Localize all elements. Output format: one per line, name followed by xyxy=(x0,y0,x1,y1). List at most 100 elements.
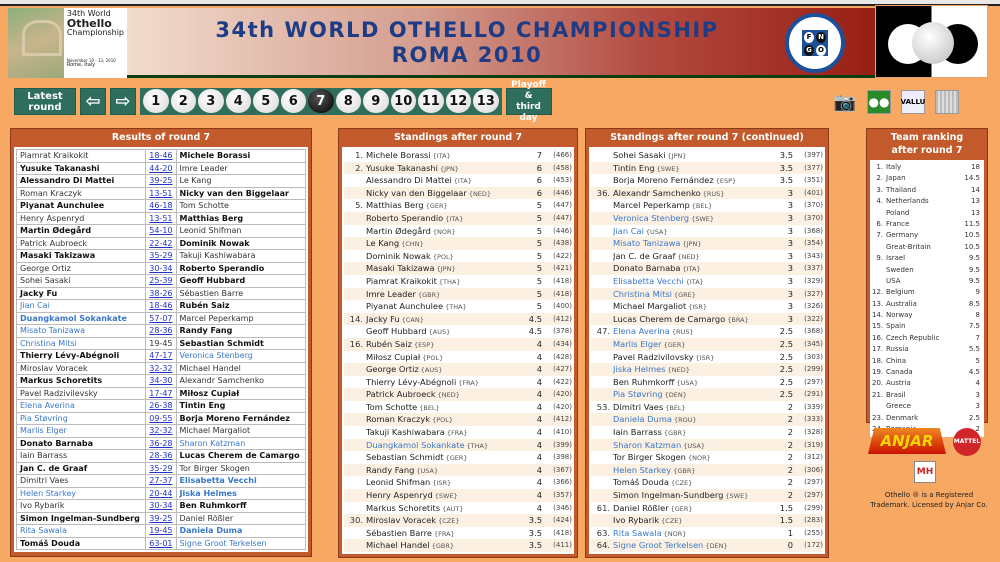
team-points: 8 xyxy=(975,311,980,320)
round-12-button[interactable]: 12 xyxy=(445,89,471,113)
tiebreak: (357) xyxy=(553,491,572,500)
game-score-link[interactable]: 35-29 xyxy=(149,251,173,261)
player: Pia Støvring {DEN} xyxy=(613,388,773,401)
team-points: 9.5 xyxy=(968,265,980,274)
left-arrow-icon: ⇦ xyxy=(85,91,101,112)
round-11-button[interactable]: 11 xyxy=(418,89,444,113)
game-score-link[interactable]: 34-30 xyxy=(149,376,173,386)
country-code: {USA} xyxy=(416,466,439,475)
team-row: 23. Denmark 2.5 xyxy=(872,413,982,424)
player-name: Imre Leader xyxy=(366,288,416,299)
game-score-link[interactable]: 27-37 xyxy=(149,476,173,486)
game-score-link[interactable]: 22-42 xyxy=(149,238,173,248)
game-score-link[interactable]: 13-51 xyxy=(149,188,173,198)
round-13-button[interactable]: 13 xyxy=(473,89,499,113)
game-score-link[interactable]: 39-25 xyxy=(149,176,173,186)
points: 1 xyxy=(787,527,793,538)
standing-row: Lucas Cherem de Camargo {BRA} 3 (322) xyxy=(591,312,823,326)
game-score-link[interactable]: 30-34 xyxy=(149,501,173,511)
playoff-button[interactable]: Playoff & third day xyxy=(505,80,552,123)
game-score-link[interactable]: 09-55 xyxy=(149,413,173,423)
result-row: Henry Aspenryd 13-51 Matthias Berg xyxy=(15,211,306,225)
game-score-link[interactable]: 57-07 xyxy=(149,313,173,323)
black-player: Elisabetta Vecchi xyxy=(175,474,306,488)
standing-row: 64. Signe Groot Terkelsen {DEN} 0 (172) xyxy=(591,539,823,552)
standing-row: Pavel Radzivilovsky {ISR} 2.5 (303) xyxy=(591,351,823,364)
country-code: {CZE} xyxy=(670,479,693,488)
webcam-icon[interactable]: 📷 xyxy=(833,91,857,113)
next-round-button[interactable]: ⇨ xyxy=(110,88,136,115)
game-score-link[interactable]: 32-32 xyxy=(149,426,173,436)
game-score-link[interactable]: 19-45 xyxy=(149,526,173,536)
round-10-button[interactable]: 10 xyxy=(390,89,416,113)
game-score-link[interactable]: 54-10 xyxy=(149,226,173,236)
game-score-link[interactable]: 25-39 xyxy=(149,276,173,286)
game-score-link[interactable]: 32-32 xyxy=(149,363,173,373)
game-score-link[interactable]: 46-18 xyxy=(149,201,173,211)
game-score-link[interactable]: 28-36 xyxy=(149,451,173,461)
game-score-link[interactable]: 26-38 xyxy=(149,401,173,411)
round-7-button[interactable]: 7 xyxy=(308,89,334,113)
previous-round-button[interactable]: ⇦ xyxy=(80,88,106,115)
player: Rita Sawala {NOR} xyxy=(613,527,773,540)
tiebreak: (377) xyxy=(804,163,823,172)
game-score-link[interactable]: 36-28 xyxy=(149,438,173,448)
standing-row: Nicky van den Biggelaar {NED} 6 (446) xyxy=(344,186,572,200)
player-name: Henry Aspenryd xyxy=(366,490,433,501)
game-score-link[interactable]: 17-47 xyxy=(149,388,173,398)
tiebreak: (172) xyxy=(804,541,823,550)
player-name: Jacky Fu xyxy=(366,313,400,324)
country-code: {POL} xyxy=(432,252,454,261)
game-score-link[interactable]: 30-34 xyxy=(149,263,173,273)
round-6-button[interactable]: 6 xyxy=(280,89,306,113)
team-points: 11.5 xyxy=(964,219,980,228)
tiebreak: (297) xyxy=(804,491,823,500)
game-score-link[interactable]: 28-36 xyxy=(149,326,173,336)
game-score-link[interactable]: 63-01 xyxy=(149,538,173,548)
game-score-link[interactable]: 38-26 xyxy=(149,288,173,298)
points: 6 xyxy=(536,175,542,186)
tiebreak: (370) xyxy=(804,201,823,210)
round-8-button[interactable]: 8 xyxy=(335,89,361,113)
team-country: Australia xyxy=(886,299,917,308)
live-board-icon[interactable]: ●● xyxy=(867,90,891,114)
round-4-button[interactable]: 4 xyxy=(225,89,251,113)
game-score-link[interactable]: 35-29 xyxy=(149,463,173,473)
game-score-link[interactable]: 18-46 xyxy=(149,301,173,311)
latest-round-button[interactable]: Latest round xyxy=(14,88,76,115)
points: 3.5 xyxy=(528,515,542,526)
standing-row: Patrick Aubroeck {NED} 4 (420) xyxy=(344,388,572,401)
grid-board-icon[interactable] xyxy=(935,90,959,114)
team-row: 4. Netherlands 13 xyxy=(872,196,982,207)
round-2-button[interactable]: 2 xyxy=(170,89,196,113)
player-name: Yusuke Takanashi xyxy=(366,162,438,173)
player-name: Michael Handel xyxy=(366,540,430,551)
player: Masaki Takizawa {JPN} xyxy=(366,262,522,275)
points: 5 xyxy=(536,275,542,286)
points: 4.5 xyxy=(528,313,542,324)
game-score-link[interactable]: 18-46 xyxy=(149,151,173,161)
round-5-button[interactable]: 5 xyxy=(253,89,279,113)
country-code: {GER} xyxy=(425,202,448,211)
white-player: Dimitri Vaes xyxy=(15,474,147,488)
round-9-button[interactable]: 9 xyxy=(363,89,389,113)
standing-row: 14. Jacky Fu {CAN} 4.5 (412) xyxy=(344,312,572,326)
game-score-link[interactable]: 47-17 xyxy=(149,351,173,361)
game-score-link[interactable]: 44-20 xyxy=(149,163,173,173)
score-board-icon[interactable]: VALLU xyxy=(901,90,925,114)
white-player: Yusuke Takanashi xyxy=(15,161,147,175)
game-score-link[interactable]: 39-25 xyxy=(149,513,173,523)
standing-row: Helen Starkey {GBR} 2 (306) xyxy=(591,463,823,477)
player: Martin Ødegård {NOR} xyxy=(366,225,522,238)
country-code: {AUS} xyxy=(428,328,451,337)
game-score-link[interactable]: 20-44 xyxy=(149,488,173,498)
round-3-button[interactable]: 3 xyxy=(198,89,224,113)
team-country: Czech Republic xyxy=(886,333,940,342)
player: Piamrat Kraikokit {THA} xyxy=(366,275,522,288)
team-points: 2.5 xyxy=(968,413,980,422)
player-name: Misato Tanizawa xyxy=(613,238,681,249)
game-score-link[interactable]: 13-51 xyxy=(149,213,173,223)
mattel-logo: MATTEL xyxy=(953,428,981,456)
round-1-button[interactable]: 1 xyxy=(143,89,169,113)
player: Iain Barrass {GBR} xyxy=(613,426,773,439)
